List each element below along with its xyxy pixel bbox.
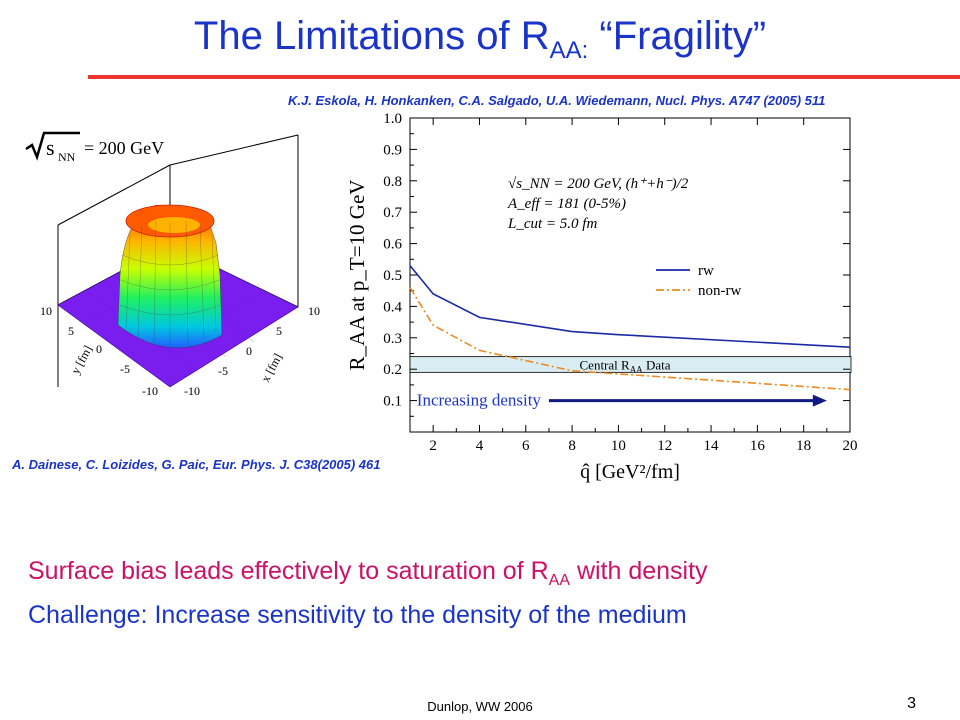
y-tick-label: 0.1: [383, 394, 402, 410]
series-line-rw: [409, 265, 851, 349]
x-tick-label: 20: [843, 438, 858, 454]
legend-label-non-rw: non-rw: [698, 283, 741, 299]
band-label: Central RAA Data: [580, 357, 671, 374]
legend-line: √s_NN = 200 GeV, (h⁺+h⁻)/2: [508, 176, 689, 192]
x-tick-label: 2: [429, 438, 437, 454]
y-tick-2: 0: [96, 342, 102, 356]
y-tick-label: 1.0: [383, 111, 402, 127]
y-tick-label: 0.9: [383, 142, 402, 158]
increasing-density-arrowhead: [812, 394, 827, 407]
x-tick-label: 4: [476, 438, 484, 454]
x-axis-label: q̂ [GeV²/fm]: [580, 461, 680, 483]
y-axis-label: y [fm]: [68, 343, 95, 376]
y-tick-1: 5: [68, 324, 74, 338]
y-tick-4: -10: [142, 384, 158, 398]
x-tick-label: 14: [704, 438, 720, 454]
y-tick-3: -5: [120, 362, 130, 376]
bullet-challenge: Challenge: Increase sensitivity to the d…: [28, 601, 687, 629]
series-line-non-rw: [409, 287, 851, 391]
y-tick-label: 0.4: [383, 299, 402, 315]
x-tick-1: 5: [276, 324, 282, 338]
x-tick-4: -10: [184, 384, 200, 398]
slide-title: The Limitations of RAA: “Fragility”: [193, 14, 767, 64]
y-tick-label: 0.8: [383, 174, 402, 190]
y-tick-label: 0.7: [383, 205, 402, 221]
sqrt-symbol: [25, 131, 80, 161]
y-tick-label: 0.2: [383, 362, 402, 378]
y-tick-label: 0.3: [383, 331, 402, 347]
x-tick-label: 12: [657, 438, 672, 454]
bullet-surface-bias: Surface bias leads effectively to satura…: [28, 557, 708, 589]
legend-label-rw: rw: [698, 263, 714, 279]
x-tick-2: 0: [246, 344, 252, 358]
x-tick-3: -5: [218, 364, 228, 378]
legend-line: A_eff = 181 (0-5%): [507, 196, 626, 212]
x-tick-label: 6: [522, 438, 530, 454]
surface-crater-inner: [148, 217, 200, 233]
sqrt-s-label: s: [46, 135, 55, 160]
raa-chart: Central RAA Data 2 4 6 8 10 12 14 16 18 20 0.1 0.2 0.…: [345, 111, 858, 483]
reference-bottom: A. Dainese, C. Loizides, G. Paic, Eur. P…: [12, 457, 381, 472]
x-tick-0: 10: [308, 304, 320, 318]
legend-line: L_cut = 5.0 fm: [507, 216, 597, 232]
surface-plot: s NN = 200 GeV 10 5 0 -5 -10 y [fm] 10: [25, 131, 320, 398]
x-tick-label: 8: [568, 438, 576, 454]
y-tick-label: 0.6: [383, 237, 402, 253]
footer-author: Dunlop, WW 2006: [427, 699, 533, 714]
title-underline: [88, 75, 960, 79]
energy-label: = 200 GeV: [84, 138, 164, 158]
x-axis-label: x [fm]: [258, 351, 285, 384]
y-axis-label: R_AA at p_T=10 GeV: [345, 180, 369, 371]
x-tick-label: 18: [796, 438, 811, 454]
reference-top: K.J. Eskola, H. Honkanken, C.A. Salgado,…: [288, 93, 826, 108]
page-number: 3: [907, 695, 916, 712]
sqrt-nn-label: NN: [58, 150, 76, 164]
increasing-density-label: Increasing density: [417, 391, 542, 410]
central-raa-band: [409, 356, 852, 373]
x-tick-label: 10: [611, 438, 626, 454]
y-tick-0: 10: [40, 304, 52, 318]
x-tick-label: 16: [750, 438, 766, 454]
y-tick-label: 0.5: [383, 268, 402, 284]
